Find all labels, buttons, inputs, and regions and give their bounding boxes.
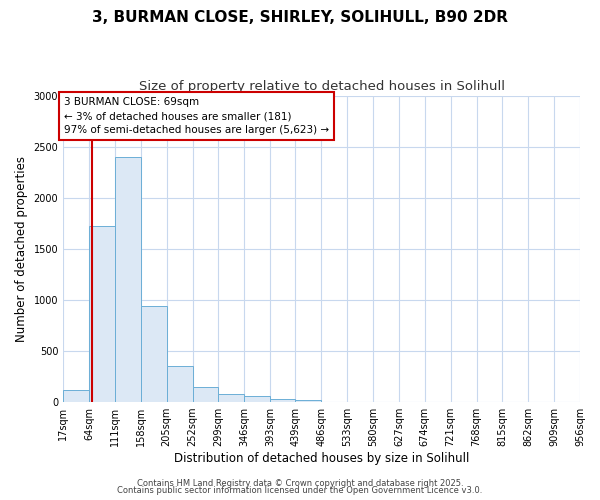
Bar xyxy=(270,399,295,402)
Text: 3 BURMAN CLOSE: 69sqm
← 3% of detached houses are smaller (181)
97% of semi-deta: 3 BURMAN CLOSE: 69sqm ← 3% of detached h… xyxy=(64,97,329,135)
Bar xyxy=(115,157,141,402)
Bar xyxy=(89,226,115,402)
Bar xyxy=(244,396,270,402)
Bar xyxy=(193,388,218,402)
Bar xyxy=(295,400,322,402)
Bar xyxy=(167,366,193,402)
Bar xyxy=(63,390,89,402)
Bar xyxy=(141,306,167,402)
Text: Contains HM Land Registry data © Crown copyright and database right 2025.: Contains HM Land Registry data © Crown c… xyxy=(137,478,463,488)
Text: 3, BURMAN CLOSE, SHIRLEY, SOLIHULL, B90 2DR: 3, BURMAN CLOSE, SHIRLEY, SOLIHULL, B90 … xyxy=(92,10,508,25)
Y-axis label: Number of detached properties: Number of detached properties xyxy=(15,156,28,342)
Bar xyxy=(218,394,244,402)
Text: Contains public sector information licensed under the Open Government Licence v3: Contains public sector information licen… xyxy=(118,486,482,495)
Title: Size of property relative to detached houses in Solihull: Size of property relative to detached ho… xyxy=(139,80,505,93)
X-axis label: Distribution of detached houses by size in Solihull: Distribution of detached houses by size … xyxy=(174,452,469,465)
